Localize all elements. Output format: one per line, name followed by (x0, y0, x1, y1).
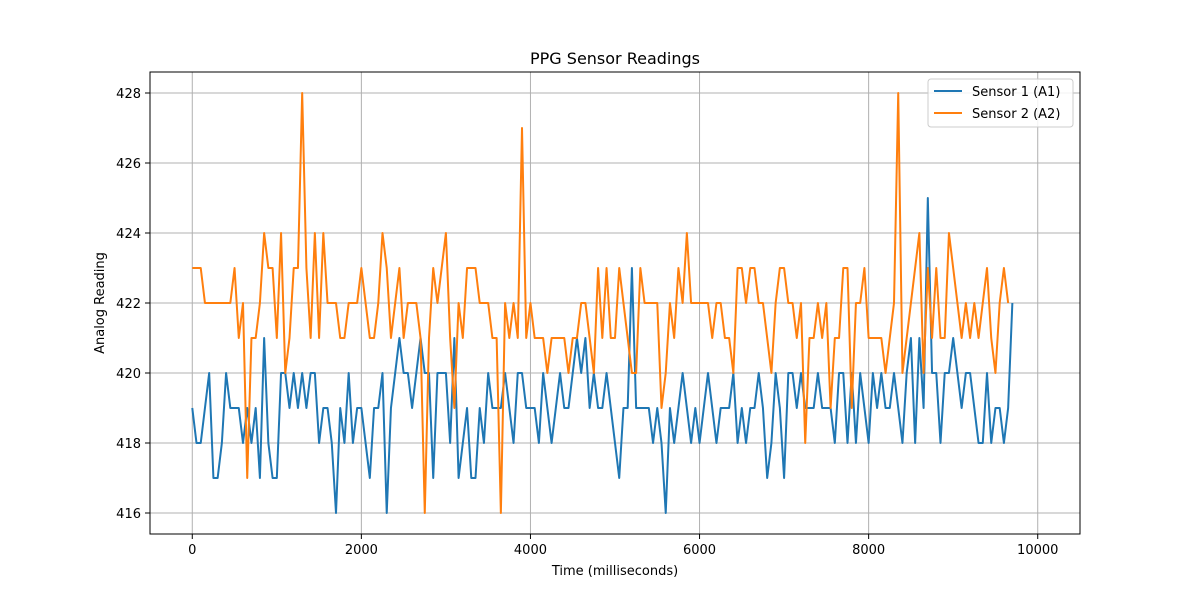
x-tick-label: 4000 (514, 543, 547, 558)
series-line-sensor-2 (192, 92, 1010, 514)
x-tick-label: 0 (188, 543, 196, 558)
y-tick-label: 418 (116, 437, 141, 452)
chart-title: PPG Sensor Readings (530, 49, 700, 68)
y-tick-label: 422 (116, 297, 141, 312)
x-axis-label: Time (milliseconds) (551, 564, 678, 579)
x-tick-label: 2000 (345, 543, 378, 558)
y-axis-label: Analog Reading (93, 252, 108, 354)
axis-ticks: 0 2000 4000 6000 8000 10000 416 418 420 422 424 426… (116, 87, 1058, 558)
x-tick-label: 8000 (852, 543, 885, 558)
y-tick-label: 428 (116, 87, 141, 102)
legend-label-sensor-1: Sensor 1 (A1) (972, 85, 1060, 100)
series-lines (191, 92, 1014, 514)
y-tick-label: 424 (116, 227, 141, 242)
legend: Sensor 1 (A1) Sensor 2 (A2) (927, 78, 1074, 128)
y-tick-label: 426 (116, 157, 141, 172)
y-tick-label: 416 (116, 507, 141, 522)
x-tick-label: 10000 (1017, 543, 1058, 558)
y-tick-label: 420 (116, 367, 141, 382)
legend-box (927, 78, 1074, 128)
series-line-sensor-1 (191, 197, 1014, 514)
x-tick-label: 6000 (683, 543, 716, 558)
legend-label-sensor-2: Sensor 2 (A2) (972, 107, 1060, 122)
